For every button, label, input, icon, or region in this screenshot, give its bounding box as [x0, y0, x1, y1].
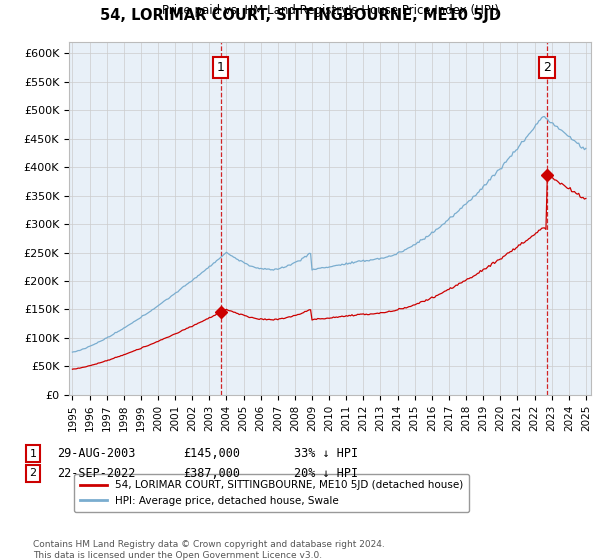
- Text: £145,000: £145,000: [183, 447, 240, 460]
- Legend: 54, LORIMAR COURT, SITTINGBOURNE, ME10 5JD (detached house), HPI: Average price,: 54, LORIMAR COURT, SITTINGBOURNE, ME10 5…: [74, 474, 469, 512]
- Text: 1: 1: [217, 61, 224, 74]
- Text: 33% ↓ HPI: 33% ↓ HPI: [294, 447, 358, 460]
- Text: 20% ↓ HPI: 20% ↓ HPI: [294, 466, 358, 480]
- Text: 2: 2: [543, 61, 551, 74]
- Text: 29-AUG-2003: 29-AUG-2003: [57, 447, 136, 460]
- Text: £387,000: £387,000: [183, 466, 240, 480]
- Title: Price paid vs. HM Land Registry's House Price Index (HPI): Price paid vs. HM Land Registry's House …: [161, 4, 499, 17]
- Text: 2: 2: [29, 468, 37, 478]
- Text: 54, LORIMAR COURT, SITTINGBOURNE, ME10 5JD: 54, LORIMAR COURT, SITTINGBOURNE, ME10 5…: [100, 8, 500, 24]
- Text: 1: 1: [29, 449, 37, 459]
- Text: 22-SEP-2022: 22-SEP-2022: [57, 466, 136, 480]
- Text: Contains HM Land Registry data © Crown copyright and database right 2024.
This d: Contains HM Land Registry data © Crown c…: [33, 540, 385, 560]
